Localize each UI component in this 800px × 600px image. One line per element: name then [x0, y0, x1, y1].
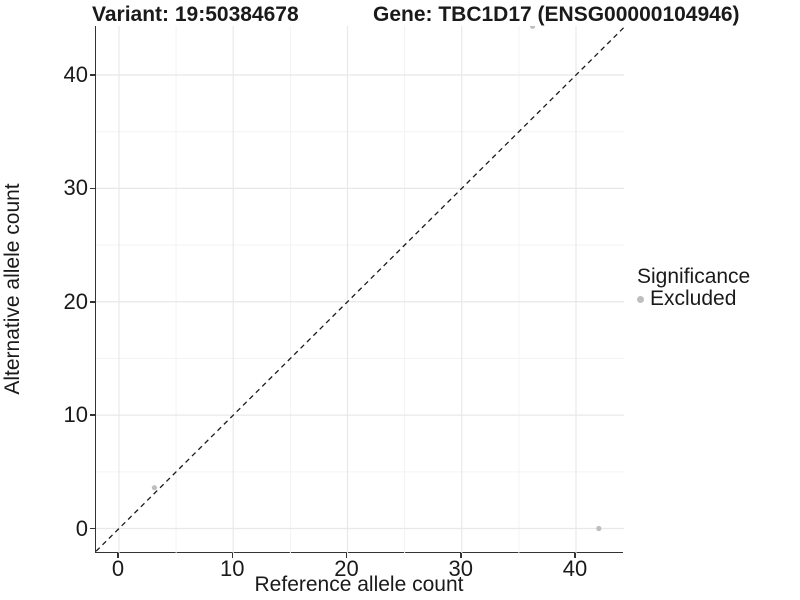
x-tick-mark [574, 553, 576, 558]
y-tick-mark [90, 414, 95, 416]
legend-items: Excluded [637, 288, 750, 310]
y-tick-mark [90, 301, 95, 303]
x-tick-mark [345, 553, 348, 558]
y-tick-label: 30 [63, 175, 88, 201]
y-tick-mark [90, 187, 95, 190]
legend-title: Significance [637, 265, 751, 288]
legend-item-label: Excluded [650, 287, 737, 310]
y-tick-label: 0 [75, 515, 88, 541]
legend-point-icon [637, 295, 644, 303]
gene-title: Gene: TBC1D17 (ENSG00000104946) [373, 3, 740, 26]
data-point-excluded [529, 26, 536, 29]
data-point-excluded [151, 485, 158, 491]
y-axis-title: Alternative allele count [1, 183, 24, 395]
x-tick-label: 20 [334, 556, 359, 581]
x-tick-label: 10 [220, 556, 245, 581]
x-tick-label: 30 [448, 556, 473, 581]
plot-panel [95, 26, 624, 553]
plot-area [96, 26, 624, 553]
variant-title: Variant: 19:50384678 [92, 3, 299, 26]
x-tick-mark [460, 553, 462, 558]
y-tick-mark [90, 74, 95, 76]
legend-item: Excluded [637, 288, 750, 310]
x-tick-label: 40 [562, 556, 588, 581]
y-tick-mark [90, 527, 95, 530]
x-tick-label: 0 [111, 556, 125, 581]
y-tick-label: 20 [63, 288, 88, 314]
x-tick-mark [231, 553, 233, 558]
y-tick-label: 40 [63, 62, 88, 88]
x-axis-title: Reference allele count [254, 573, 464, 596]
data-point-excluded [596, 525, 602, 532]
x-tick-mark [117, 553, 119, 558]
y-tick-label: 10 [63, 402, 88, 428]
identity-dashed-line [96, 26, 624, 552]
legend: Significance Excluded [637, 266, 750, 310]
